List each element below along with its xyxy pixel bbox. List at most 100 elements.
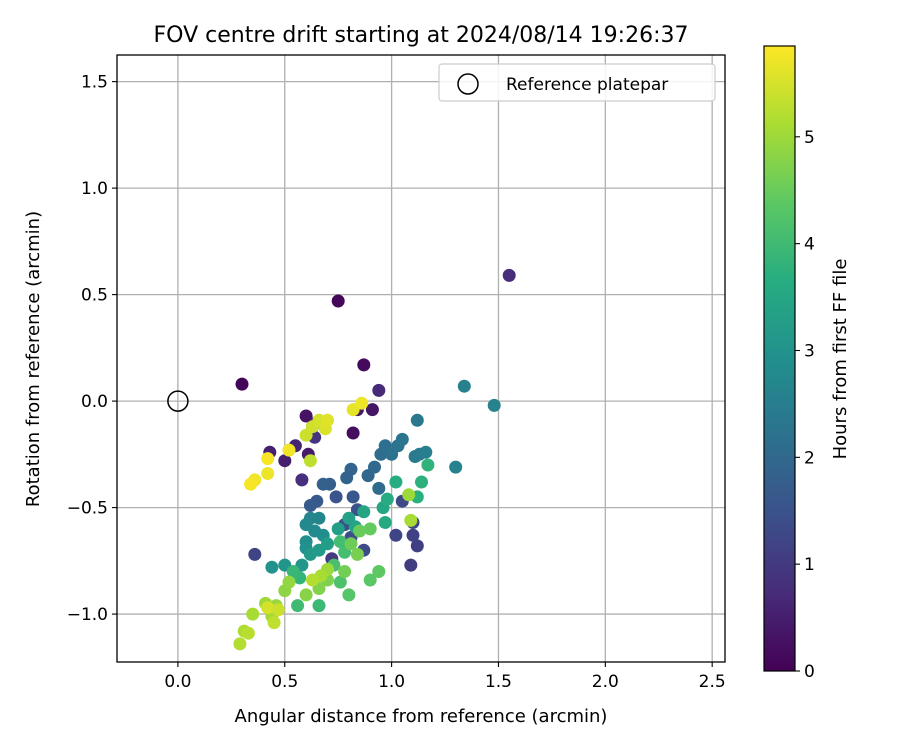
colorbar-tick-label: 0 <box>804 662 815 682</box>
data-point <box>344 537 358 551</box>
data-point <box>402 488 416 502</box>
data-point <box>357 358 371 372</box>
data-point <box>312 511 326 525</box>
data-point <box>295 473 309 487</box>
data-point <box>378 516 392 529</box>
data-point <box>344 462 358 476</box>
y-tick-label: −1.0 <box>67 605 108 625</box>
data-point <box>312 599 326 613</box>
x-tick-label: 2.0 <box>592 672 619 692</box>
data-point <box>410 539 424 553</box>
data-point <box>365 403 379 417</box>
legend-marker-open-circle <box>457 73 479 95</box>
data-point <box>395 432 409 446</box>
data-point <box>278 454 292 468</box>
colorbar-tick-label: 3 <box>804 341 815 361</box>
data-point <box>389 475 403 489</box>
data-point <box>267 616 281 630</box>
data-point <box>457 379 471 393</box>
data-point <box>271 603 285 617</box>
data-point <box>246 607 260 621</box>
data-point <box>419 445 433 459</box>
data-point <box>265 560 279 574</box>
x-tick-label: 2.5 <box>699 672 726 692</box>
data-point <box>321 413 334 427</box>
data-point <box>346 426 360 440</box>
x-tick-label: 0.5 <box>271 672 298 692</box>
data-point <box>353 524 367 538</box>
data-point <box>261 601 275 615</box>
y-axis-ticks: −1.0 −0.5 0.0 0.5 1.0 1.5 <box>67 73 117 625</box>
data-point <box>502 268 516 282</box>
colorbar: 0 1 2 3 4 5 Hours from first FF file <box>763 45 851 682</box>
data-point <box>333 535 347 549</box>
y-axis-label: Rotation from reference (arcmin) <box>23 211 44 507</box>
grid <box>117 55 725 662</box>
data-point <box>342 588 356 602</box>
data-point <box>421 458 435 472</box>
data-point <box>372 383 386 397</box>
data-point <box>404 558 418 572</box>
plot-frame <box>116 54 726 663</box>
data-point <box>299 588 313 602</box>
y-tick-label: 1.5 <box>81 73 108 93</box>
data-point <box>286 565 300 578</box>
data-point <box>372 565 386 578</box>
data-point <box>372 481 386 495</box>
data-point <box>303 499 317 512</box>
data-points <box>167 268 516 651</box>
data-point <box>331 294 345 308</box>
colorbar-label: Hours from first FF file <box>830 259 851 460</box>
colorbar-ticks: 0 1 2 3 4 5 <box>795 128 815 682</box>
data-point <box>368 460 381 474</box>
data-point <box>241 626 255 640</box>
data-point <box>244 477 258 491</box>
legend-label: Reference platepar <box>506 75 668 95</box>
data-point <box>261 467 275 480</box>
data-point <box>248 547 262 561</box>
data-point <box>338 565 352 578</box>
colorbar-tick-label: 5 <box>804 128 815 148</box>
data-point <box>350 547 364 561</box>
data-point <box>329 490 343 504</box>
x-axis-label: Angular distance from reference (arcmin) <box>235 706 608 727</box>
data-point <box>282 575 296 589</box>
colorbar-gradient <box>763 45 796 672</box>
data-point <box>316 477 330 491</box>
data-point <box>235 377 249 391</box>
legend-box <box>438 63 716 102</box>
data-point <box>406 528 420 542</box>
y-tick-label: 0.0 <box>81 392 108 412</box>
data-point <box>333 575 347 589</box>
data-point <box>303 454 317 468</box>
data-point <box>355 396 369 410</box>
colorbar-tick-label: 1 <box>804 555 815 575</box>
data-point <box>299 409 313 423</box>
data-point <box>306 573 319 587</box>
data-point <box>415 475 428 489</box>
x-tick-label: 1.5 <box>485 672 512 692</box>
data-point <box>363 573 377 587</box>
colorbar-tick-label: 4 <box>804 235 815 255</box>
colorbar-tick-label: 2 <box>804 448 815 468</box>
data-point <box>404 513 418 527</box>
data-point <box>233 637 247 651</box>
data-point <box>389 528 403 542</box>
data-point <box>346 490 360 504</box>
y-tick-label: −0.5 <box>67 499 108 519</box>
data-point <box>321 537 334 551</box>
data-point <box>380 492 394 506</box>
x-tick-label: 0.0 <box>164 672 191 692</box>
data-point <box>261 452 275 466</box>
chart-title: FOV centre drift starting at 2024/08/14 … <box>154 23 689 48</box>
reference-platepar-marker <box>167 390 189 412</box>
data-point <box>291 599 305 613</box>
data-point <box>449 460 463 474</box>
data-point <box>487 398 501 412</box>
y-tick-label: 0.5 <box>81 286 108 306</box>
data-point <box>282 443 296 457</box>
x-tick-label: 1.0 <box>378 672 405 692</box>
x-axis-ticks: 0.0 0.5 1.0 1.5 2.0 2.5 <box>164 662 726 692</box>
data-point <box>331 522 345 536</box>
